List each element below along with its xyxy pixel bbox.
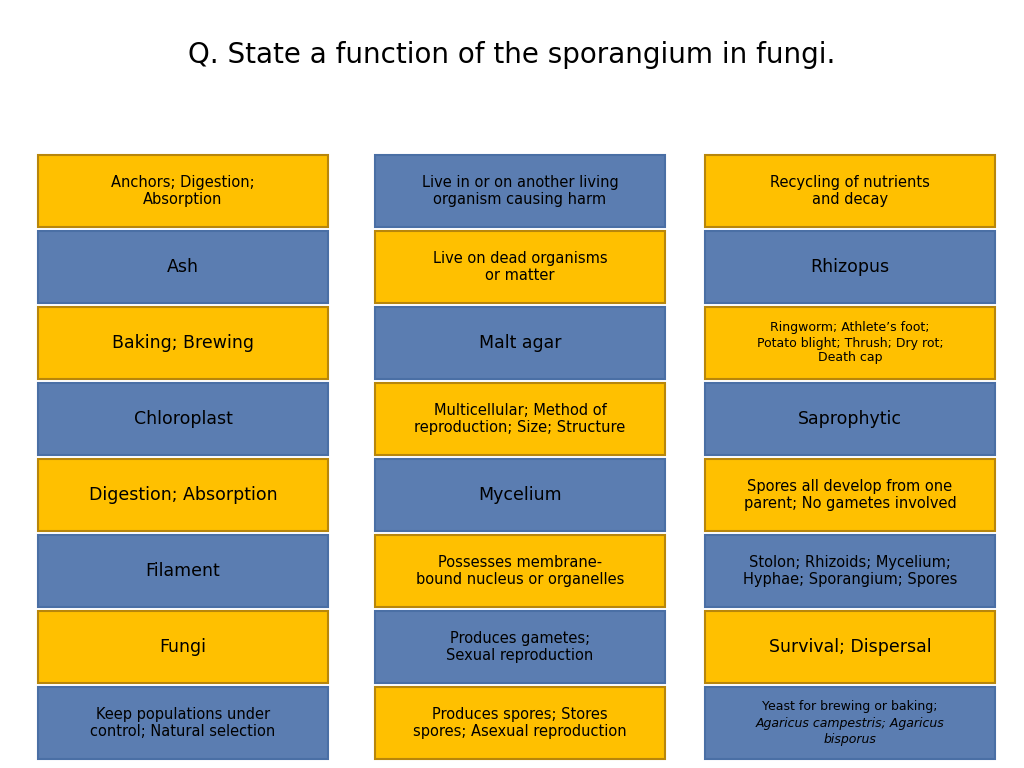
- FancyBboxPatch shape: [38, 155, 328, 227]
- FancyBboxPatch shape: [705, 307, 995, 379]
- Text: Baking; Brewing: Baking; Brewing: [112, 334, 254, 352]
- Text: Spores all develop from one
parent; No gametes involved: Spores all develop from one parent; No g…: [743, 478, 956, 511]
- Text: Possesses membrane-
bound nucleus or organelles: Possesses membrane- bound nucleus or org…: [416, 554, 625, 588]
- FancyBboxPatch shape: [705, 383, 995, 455]
- FancyBboxPatch shape: [38, 687, 328, 759]
- FancyBboxPatch shape: [38, 535, 328, 607]
- Text: Live on dead organisms
or matter: Live on dead organisms or matter: [433, 251, 607, 283]
- FancyBboxPatch shape: [375, 155, 665, 227]
- Text: Ash: Ash: [167, 258, 199, 276]
- Text: Stolon; Rhizoids; Mycelium;
Hyphae; Sporangium; Spores: Stolon; Rhizoids; Mycelium; Hyphae; Spor…: [742, 554, 957, 588]
- FancyBboxPatch shape: [705, 155, 995, 227]
- FancyBboxPatch shape: [705, 231, 995, 303]
- FancyBboxPatch shape: [705, 535, 995, 607]
- Text: Recycling of nutrients
and decay: Recycling of nutrients and decay: [770, 175, 930, 207]
- FancyBboxPatch shape: [38, 611, 328, 683]
- Text: Live in or on another living
organism causing harm: Live in or on another living organism ca…: [422, 175, 618, 207]
- FancyBboxPatch shape: [375, 611, 665, 683]
- FancyBboxPatch shape: [375, 535, 665, 607]
- FancyBboxPatch shape: [38, 383, 328, 455]
- Text: Malt agar: Malt agar: [479, 334, 561, 352]
- Text: Keep populations under
control; Natural selection: Keep populations under control; Natural …: [90, 707, 275, 739]
- Text: Anchors; Digestion;
Absorption: Anchors; Digestion; Absorption: [112, 175, 255, 207]
- Text: Yeast for brewing or baking;: Yeast for brewing or baking;: [762, 700, 938, 713]
- Text: Digestion; Absorption: Digestion; Absorption: [89, 486, 278, 504]
- Text: bisporus: bisporus: [823, 733, 877, 746]
- FancyBboxPatch shape: [375, 231, 665, 303]
- FancyBboxPatch shape: [375, 687, 665, 759]
- Text: Saprophytic: Saprophytic: [798, 410, 902, 428]
- FancyBboxPatch shape: [38, 307, 328, 379]
- Text: Fungi: Fungi: [160, 638, 207, 656]
- Text: Mycelium: Mycelium: [478, 486, 562, 504]
- FancyBboxPatch shape: [705, 611, 995, 683]
- FancyBboxPatch shape: [705, 687, 995, 759]
- FancyBboxPatch shape: [375, 307, 665, 379]
- FancyBboxPatch shape: [38, 459, 328, 531]
- FancyBboxPatch shape: [375, 459, 665, 531]
- Text: Rhizopus: Rhizopus: [810, 258, 890, 276]
- Text: Produces gametes;
Sexual reproduction: Produces gametes; Sexual reproduction: [446, 631, 594, 664]
- Text: Multicellular; Method of
reproduction; Size; Structure: Multicellular; Method of reproduction; S…: [415, 402, 626, 435]
- Text: Agaricus campestris; Agaricus: Agaricus campestris; Agaricus: [756, 717, 944, 730]
- Text: Produces spores; Stores
spores; Asexual reproduction: Produces spores; Stores spores; Asexual …: [414, 707, 627, 739]
- Text: Survival; Dispersal: Survival; Dispersal: [769, 638, 931, 656]
- FancyBboxPatch shape: [375, 383, 665, 455]
- Text: Filament: Filament: [145, 562, 220, 580]
- FancyBboxPatch shape: [705, 459, 995, 531]
- Text: Ringworm; Athlete’s foot;
Potato blight; Thrush; Dry rot;
Death cap: Ringworm; Athlete’s foot; Potato blight;…: [757, 322, 943, 365]
- FancyBboxPatch shape: [38, 231, 328, 303]
- Text: Q. State a function of the sporangium in fungi.: Q. State a function of the sporangium in…: [188, 41, 836, 69]
- Text: Chloroplast: Chloroplast: [133, 410, 232, 428]
